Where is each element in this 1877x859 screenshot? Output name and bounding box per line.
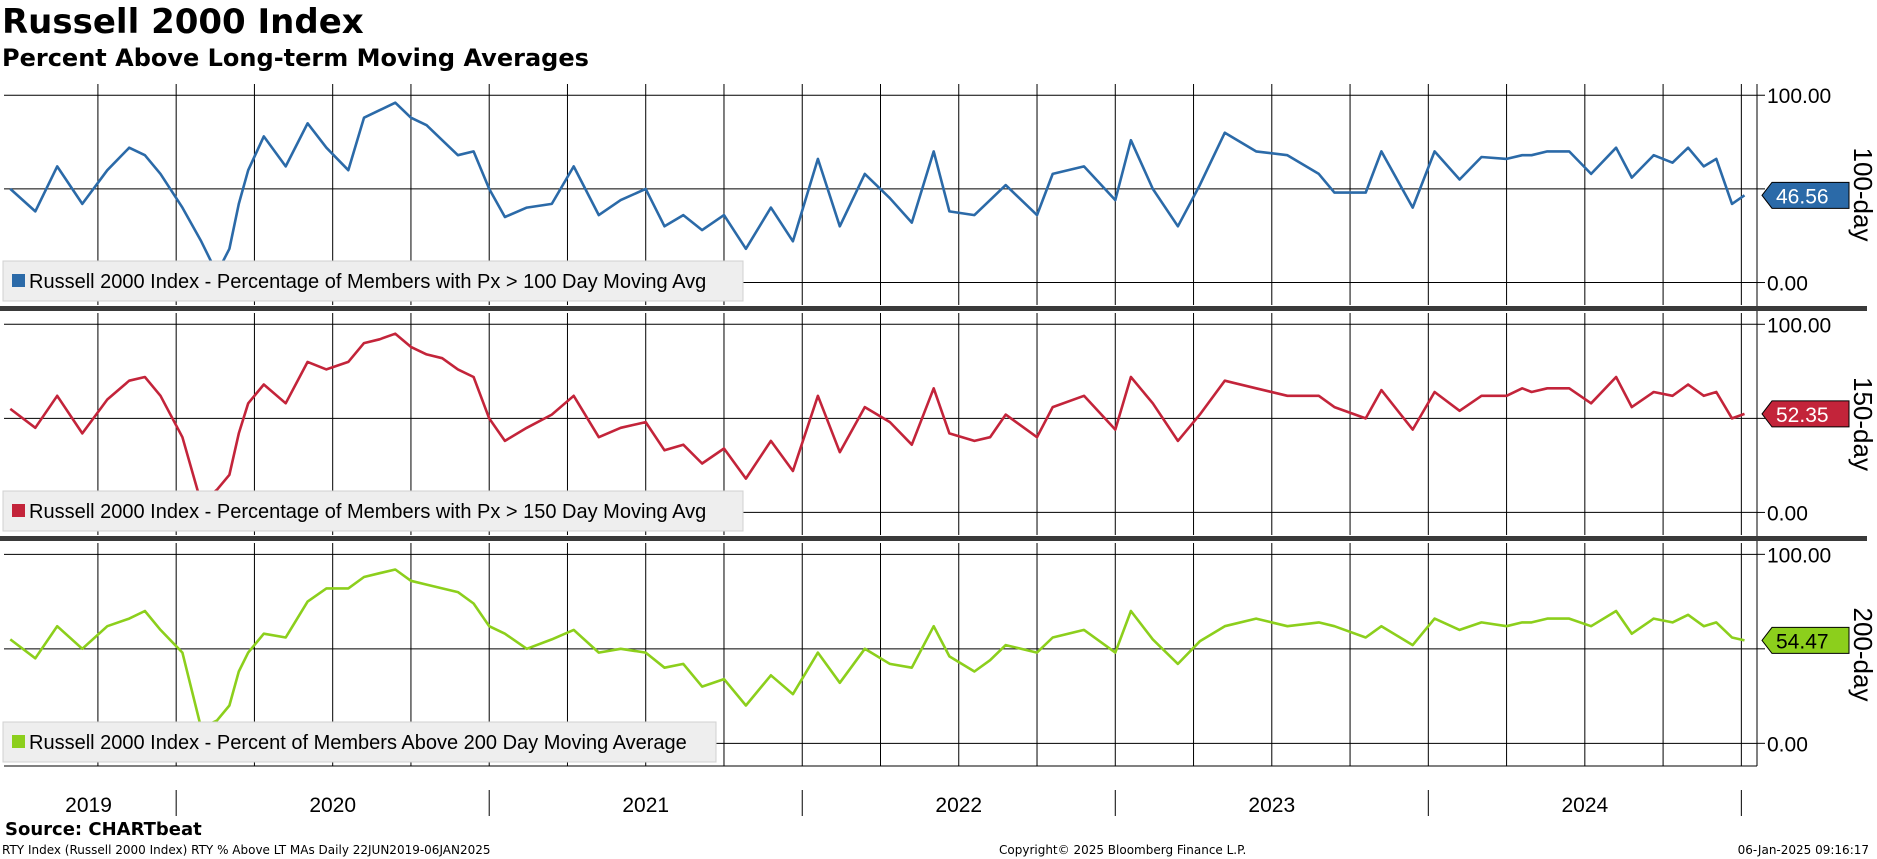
last-value-badge <box>1761 626 1850 654</box>
y-tick-label: 100.00 <box>1767 544 1831 567</box>
y-tick-label: 100.00 <box>1767 314 1831 337</box>
x-tick-label: 2022 <box>935 794 982 817</box>
footer-description: RTY Index (Russell 2000 Index) RTY % Abo… <box>2 843 491 857</box>
legend-box <box>2 490 744 532</box>
legend-label: Russell 2000 Index - Percentage of Membe… <box>29 271 706 293</box>
x-tick-label: 2019 <box>65 794 112 817</box>
last-value-label: 52.35 <box>1776 404 1829 427</box>
panel-label: 150-day <box>1848 377 1877 471</box>
legend-swatch <box>12 504 25 517</box>
footer-timestamp: 06-Jan-2025 09:16:17 <box>1737 843 1869 857</box>
footer-copyright: Copyright© 2025 Bloomberg Finance L.P. <box>999 843 1247 857</box>
legend-label: Russell 2000 Index - Percent of Members … <box>29 732 687 754</box>
series-line-100-day <box>9 101 1746 275</box>
chart-title: Russell 2000 Index <box>2 2 364 42</box>
panel-separator <box>0 306 1867 311</box>
legend-box <box>2 260 744 302</box>
source-note: Source: CHARTbeat <box>5 819 202 840</box>
x-tick-label: 2020 <box>309 794 356 817</box>
legend-swatch <box>12 274 25 287</box>
x-tick-label: 2023 <box>1248 794 1295 817</box>
series-line-150-day <box>9 332 1745 505</box>
legend-label: Russell 2000 Index - Percentage of Membe… <box>29 501 706 523</box>
panel-label: 100-day <box>1848 148 1877 242</box>
last-value-badge <box>1761 181 1850 209</box>
legend-swatch <box>12 735 25 748</box>
y-tick-label: 100.00 <box>1767 85 1831 108</box>
series-line-200-day <box>9 568 1745 730</box>
panel-label: 200-day <box>1848 608 1877 702</box>
last-value-label: 54.47 <box>1776 630 1829 653</box>
x-tick-label: 2024 <box>1561 794 1608 817</box>
chart-subtitle: Percent Above Long-term Moving Averages <box>2 44 589 72</box>
y-tick-label: 0.00 <box>1767 502 1808 525</box>
last-value-label: 46.56 <box>1776 185 1829 208</box>
x-tick-label: 2021 <box>622 794 669 817</box>
y-tick-label: 0.00 <box>1767 733 1808 756</box>
last-value-badge <box>1761 400 1850 428</box>
panel-separator <box>0 536 1867 541</box>
y-tick-label: 0.00 <box>1767 273 1808 296</box>
legend-box <box>2 721 717 763</box>
